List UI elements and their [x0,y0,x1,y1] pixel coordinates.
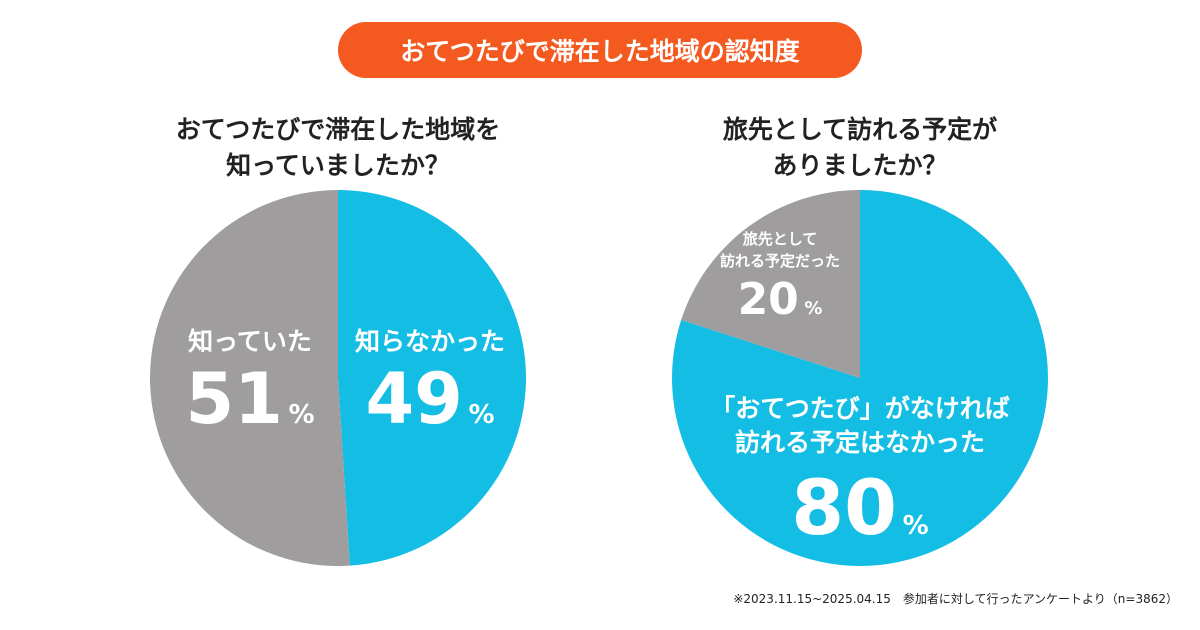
pie1-slice-1 [149,190,350,567]
slice-unit: % [804,298,823,319]
slice-unit: % [468,400,495,430]
pie1-slice-label-known: 知っていた 51 % [165,325,335,439]
chart-title-banner: おてつたびで滞在した地域の認知度 [338,22,862,78]
pie2-question-line2: ありましたか？ [772,151,948,180]
slice-label: 知らなかった [354,327,505,356]
pie2-slice-label-planned: 旅先として 訪れる予定だった 20 % [700,228,860,328]
pie1-slice-0 [338,190,526,566]
pie1-question: おてつたびで滞在した地域を 知っていましたか？ [88,112,588,184]
pie2-question: 旅先として訪れる予定が ありましたか？ [610,112,1110,184]
slice-label-line2: 訪れる予定はなかった [734,428,985,457]
pie1-question-line1: おてつたびで滞在した地域を [175,115,501,144]
slice-unit: % [902,511,929,541]
slice-value: 49 [365,358,463,440]
pie2-slice-1 [681,190,860,378]
slice-unit: % [288,400,315,430]
pie2-question-line1: 旅先として訪れる予定が [722,115,998,144]
footnote: ※2023.11.15~2025.04.15 参加者に対して行ったアンケートより… [733,592,1178,606]
slice-value: 80 [791,463,898,552]
slice-label: 知っていた [188,327,312,356]
pie2-slice-label-no-plan: 「おてつたび」がなければ 訪れる予定はなかった 80 % [700,392,1020,548]
slice-label-line1: 旅先として [742,230,818,248]
pie1-slice-label-unknown: 知らなかった 49 % [345,325,515,439]
pie1-question-line2: 知っていましたか？ [226,151,450,180]
slice-value: 20 [737,274,799,325]
slice-value: 51 [185,358,283,440]
pie2-slice-0 [672,190,1049,566]
slice-label-line2: 訪れる予定だった [719,252,840,270]
slice-label-line1: 「おてつたび」がなければ [710,394,1010,423]
